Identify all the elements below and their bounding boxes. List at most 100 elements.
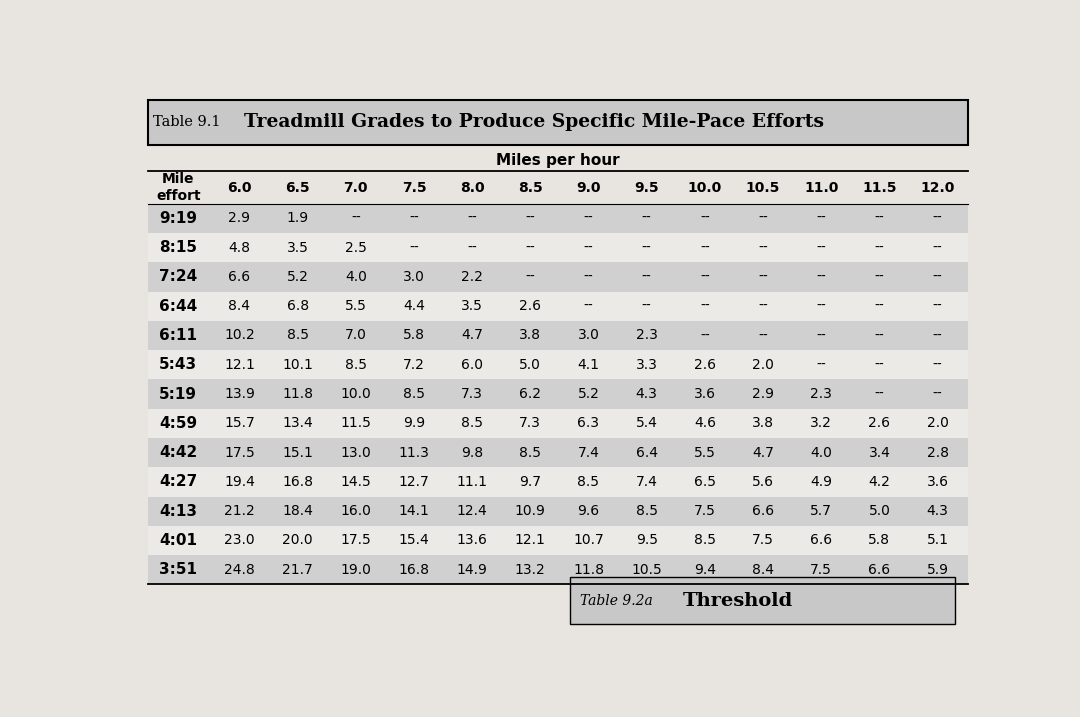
Text: --: --	[351, 212, 361, 225]
Text: 12.0: 12.0	[920, 181, 955, 194]
Text: 5:43: 5:43	[159, 357, 198, 372]
Text: 8.0: 8.0	[460, 181, 485, 194]
Text: 18.4: 18.4	[282, 504, 313, 518]
Text: --: --	[933, 299, 943, 313]
Text: 10.9: 10.9	[515, 504, 545, 518]
FancyBboxPatch shape	[148, 467, 968, 497]
Text: 8.4: 8.4	[752, 563, 774, 576]
FancyBboxPatch shape	[148, 262, 968, 292]
Text: 5.6: 5.6	[752, 475, 774, 489]
Text: 7.2: 7.2	[403, 358, 424, 371]
Text: 5.7: 5.7	[810, 504, 832, 518]
Text: 11.3: 11.3	[399, 445, 430, 460]
Text: 6.5: 6.5	[285, 181, 310, 194]
Text: 4.7: 4.7	[752, 445, 774, 460]
Text: --: --	[933, 212, 943, 225]
Text: 5.5: 5.5	[694, 445, 716, 460]
Text: 9.4: 9.4	[693, 563, 716, 576]
Text: 11.8: 11.8	[573, 563, 604, 576]
Text: 12.1: 12.1	[224, 358, 255, 371]
Text: 6.5: 6.5	[693, 475, 716, 489]
Text: 8.5: 8.5	[461, 417, 483, 430]
Text: 2.9: 2.9	[752, 387, 774, 401]
Text: 3.3: 3.3	[636, 358, 658, 371]
Text: --: --	[642, 299, 651, 313]
FancyBboxPatch shape	[148, 379, 968, 409]
Text: 12.1: 12.1	[515, 533, 545, 548]
Text: 9.5: 9.5	[634, 181, 659, 194]
Text: --: --	[875, 299, 885, 313]
FancyBboxPatch shape	[148, 526, 968, 555]
Text: 7.4: 7.4	[578, 445, 599, 460]
Text: 2.2: 2.2	[461, 270, 483, 284]
Text: 7.4: 7.4	[636, 475, 658, 489]
Text: --: --	[875, 387, 885, 401]
Text: 12.7: 12.7	[399, 475, 430, 489]
Text: 10.5: 10.5	[746, 181, 780, 194]
Text: --: --	[816, 212, 826, 225]
Text: 3.4: 3.4	[868, 445, 890, 460]
FancyBboxPatch shape	[148, 292, 968, 320]
Text: 6.6: 6.6	[868, 563, 890, 576]
Text: --: --	[875, 358, 885, 371]
Text: --: --	[700, 241, 710, 255]
Text: --: --	[642, 241, 651, 255]
Text: 4.0: 4.0	[345, 270, 367, 284]
Text: 16.8: 16.8	[399, 563, 430, 576]
Text: 2.6: 2.6	[693, 358, 716, 371]
Text: 2.8: 2.8	[927, 445, 948, 460]
Text: 4.1: 4.1	[578, 358, 599, 371]
Text: 3.5: 3.5	[286, 241, 309, 255]
Text: --: --	[933, 358, 943, 371]
Text: 11.8: 11.8	[282, 387, 313, 401]
Text: 5.5: 5.5	[345, 299, 367, 313]
Text: 8.5: 8.5	[636, 504, 658, 518]
Text: --: --	[526, 270, 536, 284]
Text: 5.9: 5.9	[927, 563, 948, 576]
Text: 9:19: 9:19	[159, 211, 198, 226]
Text: 20.0: 20.0	[282, 533, 313, 548]
Text: 14.5: 14.5	[340, 475, 372, 489]
Text: 7.5: 7.5	[402, 181, 427, 194]
Text: 2.6: 2.6	[868, 417, 890, 430]
FancyBboxPatch shape	[148, 497, 968, 526]
Text: --: --	[816, 270, 826, 284]
Text: --: --	[583, 270, 593, 284]
Text: 15.4: 15.4	[399, 533, 430, 548]
Text: 7.5: 7.5	[752, 533, 774, 548]
Text: 17.5: 17.5	[224, 445, 255, 460]
FancyBboxPatch shape	[148, 555, 968, 584]
Text: 4.3: 4.3	[636, 387, 658, 401]
Text: 10.7: 10.7	[573, 533, 604, 548]
Text: 2.6: 2.6	[519, 299, 541, 313]
Text: 13.6: 13.6	[457, 533, 487, 548]
Text: 14.1: 14.1	[399, 504, 430, 518]
Text: --: --	[758, 299, 768, 313]
Text: 2.3: 2.3	[636, 328, 658, 343]
FancyBboxPatch shape	[148, 100, 968, 145]
Text: Threshold: Threshold	[684, 592, 794, 610]
Text: --: --	[758, 212, 768, 225]
Text: 16.8: 16.8	[282, 475, 313, 489]
Text: 5.8: 5.8	[403, 328, 424, 343]
Text: --: --	[875, 270, 885, 284]
Text: 19.4: 19.4	[224, 475, 255, 489]
Text: 8.4: 8.4	[228, 299, 251, 313]
Text: 6.8: 6.8	[286, 299, 309, 313]
Text: 3.0: 3.0	[403, 270, 424, 284]
Text: 5.0: 5.0	[519, 358, 541, 371]
Text: 5.2: 5.2	[578, 387, 599, 401]
Text: 2.5: 2.5	[345, 241, 367, 255]
Text: 19.0: 19.0	[340, 563, 372, 576]
Text: --: --	[816, 328, 826, 343]
Text: --: --	[933, 270, 943, 284]
Text: --: --	[409, 241, 419, 255]
Text: --: --	[700, 328, 710, 343]
Text: 9.8: 9.8	[461, 445, 483, 460]
Text: 4:27: 4:27	[159, 475, 198, 490]
Text: 15.1: 15.1	[282, 445, 313, 460]
Text: --: --	[409, 212, 419, 225]
Text: 3.2: 3.2	[810, 417, 832, 430]
Text: 5.0: 5.0	[868, 504, 890, 518]
Text: 4:59: 4:59	[159, 416, 198, 431]
